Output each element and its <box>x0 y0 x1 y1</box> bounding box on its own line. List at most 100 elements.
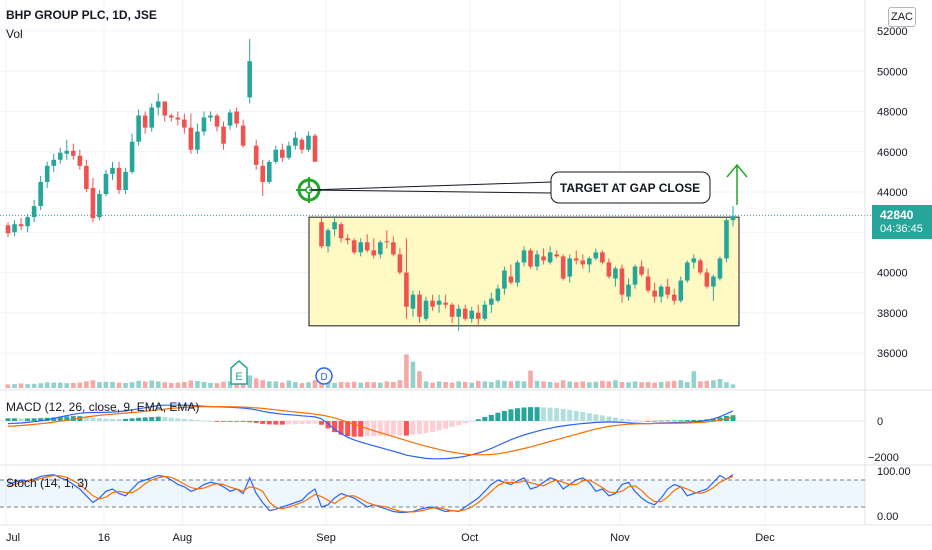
stoch-axis: 100.00 0.00 <box>877 466 911 523</box>
volume-bar <box>201 382 207 388</box>
candle <box>573 250 579 265</box>
macd-histogram-bar <box>619 418 625 421</box>
volume-bar <box>136 380 141 388</box>
stoch-tick-top: 100.00 <box>877 466 911 478</box>
candle <box>18 218 24 231</box>
volume-bar <box>410 361 416 388</box>
volume-pane <box>5 354 736 388</box>
macd-histogram-bar <box>547 407 553 421</box>
time-tick-label: Dec <box>755 532 775 544</box>
candle-body <box>345 238 350 241</box>
macd-histogram-bar <box>351 421 357 437</box>
candle-body <box>560 256 566 279</box>
candle-body <box>462 308 468 319</box>
volume-bar <box>430 382 435 388</box>
callout-pointer <box>308 181 553 194</box>
candle <box>64 139 70 160</box>
candle-body <box>730 216 736 221</box>
volume-bar <box>84 381 89 388</box>
candle-body <box>319 222 324 247</box>
macd-histogram-bar <box>443 421 449 429</box>
volume-bar <box>110 382 115 388</box>
candle-body <box>430 300 435 307</box>
macd-histogram-bar <box>606 416 612 421</box>
macd-histogram-bar <box>697 419 703 421</box>
candle-body <box>593 252 599 259</box>
candle <box>319 218 324 249</box>
candle-body <box>64 150 70 154</box>
volume-label: Vol <box>6 27 23 41</box>
volume-bar <box>554 382 559 388</box>
candle-body <box>632 266 638 285</box>
candle <box>260 159 266 197</box>
volume-bar <box>613 380 618 388</box>
candle <box>541 248 546 265</box>
macd-histogram-bar <box>449 421 455 427</box>
earnings-event-label: E <box>235 371 242 383</box>
volume-bar <box>587 382 592 388</box>
volume-bar <box>253 378 259 388</box>
target-callout[interactable]: TARGET AT GAP CLOSE <box>308 171 711 204</box>
candle-body <box>306 135 311 150</box>
candle-body <box>600 252 605 263</box>
volume-bar <box>338 382 344 388</box>
macd-histogram-bar <box>25 418 31 421</box>
volume-bar <box>25 384 30 388</box>
candle-body <box>547 252 553 263</box>
macd-histogram-bar <box>514 408 520 421</box>
candle <box>521 246 527 267</box>
volume-bar <box>97 382 102 388</box>
volume-bar <box>639 382 644 388</box>
macd-label[interactable]: MACD (12, 26, close, 9, EMA, EMA) <box>6 400 200 414</box>
macd-histogram-bar <box>38 418 44 421</box>
candle-body <box>691 258 697 263</box>
candle <box>286 141 292 160</box>
volume-bar <box>168 382 174 388</box>
candle-body <box>397 254 403 273</box>
candle-body <box>704 272 710 287</box>
candle <box>678 276 684 303</box>
volume-bar <box>129 382 135 388</box>
stoch-label[interactable]: Stoch (14, 1, 3) <box>6 476 89 490</box>
macd-histogram-bar <box>430 421 436 432</box>
gap-close-zone[interactable] <box>308 216 740 327</box>
candle <box>57 147 63 164</box>
volume-bar <box>417 371 422 388</box>
currency-button[interactable]: ZAC <box>888 7 916 27</box>
candle <box>469 306 475 323</box>
candle-body <box>384 241 390 243</box>
candle <box>227 109 233 130</box>
candle-body <box>717 258 723 279</box>
volume-bar <box>658 382 664 388</box>
up-arrow-icon[interactable] <box>726 163 748 205</box>
macd-histogram-bar <box>567 409 573 421</box>
time-tick-label: Aug <box>173 532 193 544</box>
macd-histogram-bar <box>273 421 279 425</box>
candle-body <box>31 206 37 218</box>
macd-signal-line <box>7 406 734 456</box>
volume-bar <box>671 380 677 388</box>
candle <box>397 248 403 275</box>
macd-histogram-bar <box>149 417 155 421</box>
candle <box>436 294 442 313</box>
candle <box>44 161 50 188</box>
volume-bar <box>645 382 651 388</box>
macd-histogram-bar <box>495 412 501 421</box>
dividend-event-icon[interactable]: D <box>315 367 333 385</box>
volume-bar <box>214 383 220 388</box>
candle-body <box>587 258 592 265</box>
macd-tick-neg: −2000 <box>868 452 899 464</box>
volume-bar <box>260 380 266 388</box>
candle <box>234 107 239 128</box>
candle <box>182 113 187 134</box>
candle-body <box>567 258 573 277</box>
macd-histogram-bar <box>214 421 220 422</box>
candle-body <box>645 276 651 291</box>
volume-bar <box>495 380 501 388</box>
candle <box>404 238 409 319</box>
candle-body <box>443 302 448 305</box>
earnings-event-icon[interactable]: E <box>230 360 248 385</box>
candle-body <box>97 194 102 218</box>
candle-body <box>253 145 259 165</box>
